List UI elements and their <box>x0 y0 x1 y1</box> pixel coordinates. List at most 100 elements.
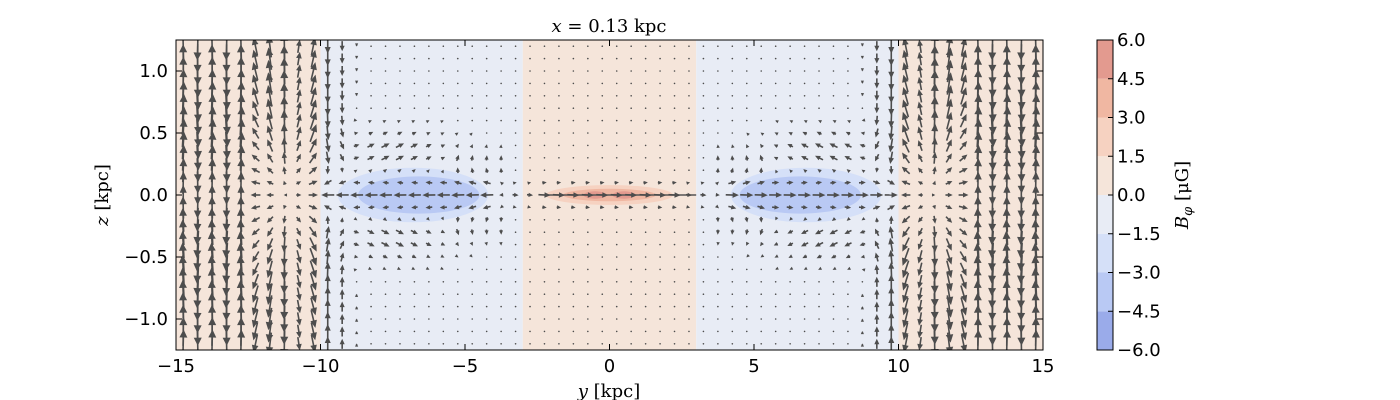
quiver-arrow <box>888 125 895 141</box>
quiver-arrow <box>659 318 661 320</box>
quiver-arrow <box>818 120 823 124</box>
x-tick-label: −15 <box>157 356 195 377</box>
quiver-head <box>860 254 865 259</box>
quiver-arrow <box>601 281 604 283</box>
quiver-head <box>440 144 446 148</box>
quiver-head <box>339 95 345 101</box>
quiver-head <box>715 167 720 173</box>
quiver-arrow <box>818 318 820 320</box>
quiver-head <box>440 266 444 270</box>
quiver-arrow <box>601 343 604 345</box>
quiver-arrow <box>630 57 632 60</box>
quiver-arrow <box>267 238 274 251</box>
quiver-arrow <box>702 281 705 283</box>
quiver-head <box>932 180 936 186</box>
quiver-arrow <box>370 107 372 109</box>
quiver-shaft <box>309 272 315 286</box>
quiver-arrow <box>860 68 864 72</box>
quiver-head <box>266 192 272 198</box>
quiver-head <box>397 217 402 222</box>
quiver-arrow <box>500 107 502 109</box>
quiver-arrow <box>688 243 690 246</box>
quiver-head <box>283 204 287 210</box>
quiver-arrow <box>918 227 923 237</box>
quiver-arrow <box>601 132 604 134</box>
quiver-shaft <box>296 250 301 259</box>
quiver-head <box>354 229 360 234</box>
quiver-arrow <box>818 70 820 72</box>
quiver-head <box>265 334 274 343</box>
quiver-arrow <box>615 268 618 271</box>
quiver-arrow <box>745 281 748 283</box>
quiver-arrow <box>874 289 880 300</box>
quiver-head <box>946 230 952 237</box>
quiver-shaft <box>268 41 273 58</box>
quiver-head <box>193 89 202 98</box>
quiver-shaft <box>254 334 259 348</box>
quiver-arrow <box>874 240 880 250</box>
quiver-head <box>324 336 331 344</box>
quiver-head <box>397 254 403 259</box>
quiver-head <box>484 241 488 246</box>
quiver-arrow <box>558 70 560 72</box>
quiver-head <box>296 256 302 264</box>
quiver-arrow <box>587 95 589 97</box>
quiver-arrow <box>428 70 430 72</box>
quiver-head <box>1016 275 1025 284</box>
y-tick-label: 0.5 <box>139 123 168 144</box>
quiver-arrow <box>442 330 445 333</box>
quiver-arrow <box>514 256 517 258</box>
quiver-arrow <box>614 180 619 185</box>
quiver-head <box>744 217 749 223</box>
quiver-head <box>732 192 739 198</box>
quiver-arrow <box>514 219 517 221</box>
quiver-arrow <box>587 343 589 345</box>
quiver-arrow <box>251 322 259 341</box>
quiver-arrow <box>440 120 444 124</box>
quiver-arrow <box>902 49 909 68</box>
quiver-arrow <box>428 330 430 333</box>
quiver-shaft <box>308 156 315 164</box>
quiver-arrow <box>543 305 546 308</box>
quiver-head <box>775 192 783 198</box>
quiver-arrow <box>543 70 546 72</box>
quiver-arrow <box>324 249 331 265</box>
quiver-shaft <box>309 104 315 118</box>
quiver-head <box>859 229 865 234</box>
quiver-shaft <box>903 129 910 143</box>
quiver-arrow <box>399 281 401 283</box>
quiver-head <box>847 120 851 124</box>
quiver-arrow <box>381 155 390 161</box>
quiver-head <box>412 229 418 234</box>
quiver-head <box>875 180 881 185</box>
quiver-arrow <box>251 40 259 56</box>
quiver-arrow <box>888 215 894 225</box>
quiver-arrow <box>451 192 465 198</box>
quiver-arrow <box>630 169 632 171</box>
quiver-head <box>629 205 634 210</box>
quiver-head <box>499 181 504 186</box>
quiver-arrow <box>296 51 302 66</box>
quiver-arrow <box>917 204 923 209</box>
axes: −15 −10 −5 0 5 10 15−1.0−0.50.00.51.0 <box>124 40 1054 377</box>
quiver-arrow <box>803 318 806 320</box>
quiver-head <box>325 225 331 233</box>
quiver-arrow <box>945 125 953 141</box>
quiver-arrow <box>442 107 445 109</box>
quiver-head <box>829 229 836 235</box>
quiver-head <box>339 338 345 345</box>
quiver-arrow <box>339 103 345 114</box>
quiver-head <box>946 217 953 223</box>
quiver-arrow <box>729 217 734 223</box>
quiver-head <box>222 77 231 86</box>
quiver-head <box>859 143 865 148</box>
quiver-arrow <box>296 126 302 140</box>
quiver-arrow <box>529 144 531 147</box>
quiver-arrow <box>773 144 779 148</box>
quiver-arrow <box>901 247 910 266</box>
quiver-head <box>1017 185 1026 194</box>
quiver-arrow <box>280 40 289 60</box>
quiver-arrow <box>353 143 360 148</box>
quiver-arrow <box>296 153 301 163</box>
quiver-arrow <box>485 330 488 333</box>
